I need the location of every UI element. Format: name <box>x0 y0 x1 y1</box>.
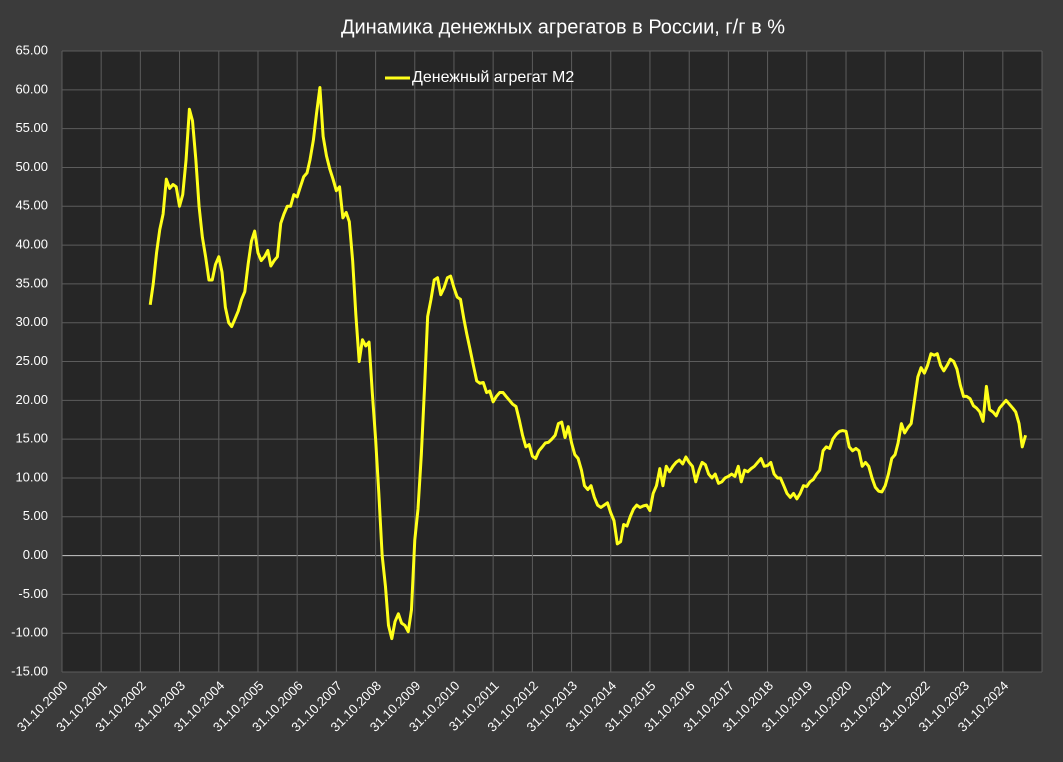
y-tick-label: 50.00 <box>15 159 48 174</box>
y-tick-label: 25.00 <box>15 353 48 368</box>
chart-title: Динамика денежных агрегатов в России, г/… <box>341 16 785 38</box>
legend-label: Денежный агрегат М2 <box>412 69 574 86</box>
y-tick-label: -15.00 <box>11 663 48 678</box>
y-tick-label: 5.00 <box>23 508 48 523</box>
y-tick-label: -5.00 <box>18 586 48 601</box>
y-tick-label: 20.00 <box>15 392 48 407</box>
y-tick-label: 30.00 <box>15 314 48 329</box>
y-tick-label: -10.00 <box>11 625 48 640</box>
series-line <box>148 85 1028 641</box>
y-tick-label: 55.00 <box>15 120 48 135</box>
y-tick-label: 45.00 <box>15 198 48 213</box>
y-tick-label: 60.00 <box>15 81 48 96</box>
y-tick-label: 15.00 <box>15 431 48 446</box>
y-tick-label: 40.00 <box>15 237 48 252</box>
y-tick-label: 0.00 <box>23 547 48 562</box>
y-tick-label: 10.00 <box>15 469 48 484</box>
y-tick-label: 35.00 <box>15 275 48 290</box>
y-tick-label: 65.00 <box>15 42 48 57</box>
